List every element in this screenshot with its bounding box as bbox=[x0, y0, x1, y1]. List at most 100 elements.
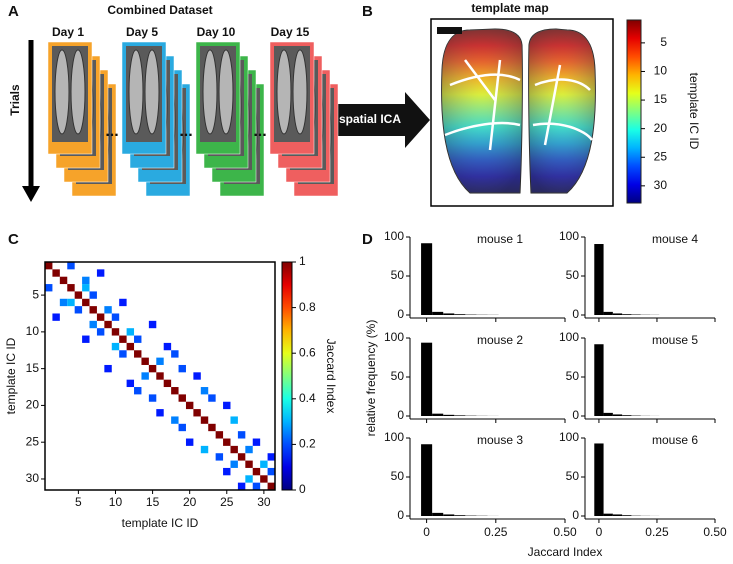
brain-shade bbox=[528, 29, 596, 193]
x-tick-label: 30 bbox=[257, 495, 271, 509]
heatmap-cell bbox=[178, 394, 186, 402]
y-tick-label: 100 bbox=[384, 430, 404, 444]
heatmap-cell bbox=[237, 482, 246, 490]
trial-brain bbox=[276, 49, 292, 135]
d-x-label: Jaccard Index bbox=[528, 545, 603, 559]
hist-bar bbox=[612, 313, 623, 315]
heatmap-cell bbox=[200, 416, 209, 424]
heatmap-cell bbox=[82, 276, 90, 285]
heatmap-cell bbox=[67, 284, 75, 292]
y-tick-label: 50 bbox=[391, 369, 405, 383]
colorbar-tick-label: 10 bbox=[654, 64, 668, 78]
x-tick-label: 0 bbox=[596, 525, 603, 539]
hist-bar bbox=[432, 512, 444, 516]
heatmap-cell bbox=[171, 350, 179, 358]
colorbar-tick-label: 1 bbox=[299, 254, 306, 268]
panel-label: D bbox=[362, 231, 373, 248]
heatmap-cell bbox=[185, 438, 194, 446]
ellipsis: ... bbox=[253, 123, 266, 140]
hist-bar bbox=[612, 414, 623, 416]
d-y-label: relative frequency (%) bbox=[364, 320, 378, 437]
colorbar-tick-label: 20 bbox=[654, 121, 668, 135]
heatmap-cell bbox=[267, 467, 275, 476]
hist-bar bbox=[421, 444, 433, 516]
heatmap-cell bbox=[171, 387, 179, 395]
trial-brain bbox=[218, 49, 234, 135]
x-tick-label: 0.50 bbox=[703, 525, 727, 539]
hist-bar bbox=[603, 412, 613, 416]
heatmap-cell bbox=[200, 445, 209, 454]
y-tick-label: 5 bbox=[32, 287, 39, 301]
y-tick-label: 50 bbox=[566, 469, 580, 483]
heatmap-cell bbox=[111, 342, 120, 351]
heatmap-cell bbox=[208, 423, 216, 432]
heatmap-cell bbox=[260, 460, 268, 468]
hist-title: mouse 4 bbox=[652, 232, 698, 246]
heatmap-cell bbox=[111, 313, 120, 321]
heatmap-cell bbox=[134, 335, 142, 343]
heatmap-cell bbox=[267, 482, 275, 490]
hist-bar bbox=[594, 344, 604, 416]
day-label: Day 10 bbox=[197, 25, 236, 39]
hist-bar bbox=[594, 443, 604, 516]
heatmap-cell bbox=[163, 342, 172, 351]
heatmap-cell bbox=[74, 306, 83, 314]
hist-title: mouse 6 bbox=[652, 433, 698, 447]
y-tick-label: 15 bbox=[26, 361, 40, 375]
heatmap-cell bbox=[267, 453, 275, 461]
heatmap-cell bbox=[82, 335, 90, 343]
x-tick-label: 0.25 bbox=[645, 525, 669, 539]
trial-brain bbox=[70, 49, 86, 135]
colorbar-tick-label: 0.8 bbox=[299, 300, 316, 314]
hist-title: mouse 5 bbox=[652, 333, 698, 347]
heatmap-cell bbox=[230, 460, 238, 468]
y-tick-label: 100 bbox=[384, 229, 404, 243]
x-tick-label: 15 bbox=[146, 495, 160, 509]
hist-bar bbox=[454, 314, 466, 315]
heatmap-frame bbox=[44, 261, 276, 491]
heatmap-cell bbox=[52, 313, 60, 321]
x-tick-label: 0.25 bbox=[484, 525, 508, 539]
heatmap-cell bbox=[245, 445, 253, 454]
y-tick-label: 50 bbox=[391, 268, 405, 282]
panel-label: A bbox=[8, 3, 19, 20]
colorbar-tick-label: 0 bbox=[299, 482, 306, 496]
hist-bar bbox=[432, 413, 444, 416]
heatmap-cell bbox=[156, 409, 164, 417]
heatmap-cell bbox=[67, 262, 75, 270]
y-tick-label: 0 bbox=[572, 307, 579, 321]
heatmap-cell bbox=[96, 328, 105, 336]
colorbar-tick-label: 0.2 bbox=[299, 437, 316, 451]
colorbar-tick-label: 5 bbox=[660, 35, 667, 49]
x-tick-label: 25 bbox=[220, 495, 234, 509]
colorbar bbox=[281, 261, 293, 491]
heatmap-cell bbox=[193, 409, 201, 417]
heatmap-cell bbox=[252, 482, 261, 490]
heatmap-cell bbox=[223, 401, 231, 410]
heatmap-cell bbox=[223, 467, 231, 476]
y-tick-label: 20 bbox=[26, 398, 40, 412]
colorbar-tick-label: 15 bbox=[654, 92, 668, 106]
scale-bar bbox=[437, 27, 462, 34]
heatmap-cell bbox=[252, 467, 261, 476]
y-tick-label: 0 bbox=[572, 508, 579, 522]
panel-a-title: Combined Dataset bbox=[107, 3, 212, 17]
y-tick-label: 0 bbox=[397, 307, 404, 321]
heatmap-cell bbox=[185, 401, 194, 410]
panel-label: B bbox=[362, 3, 373, 20]
heatmap-cell bbox=[104, 364, 112, 373]
y-tick-label: 50 bbox=[566, 268, 580, 282]
heatmap-cell bbox=[67, 298, 75, 307]
heatmap-cell bbox=[230, 416, 238, 424]
y-tick-label: 100 bbox=[559, 430, 579, 444]
heatmap-cell bbox=[230, 445, 238, 454]
ica-label: spatial ICA bbox=[339, 112, 401, 126]
heatmap-cell bbox=[208, 394, 216, 402]
heatmap-cell bbox=[89, 291, 97, 299]
heatmap-cell bbox=[237, 431, 246, 439]
x-tick-label: 0 bbox=[423, 525, 430, 539]
x-tick-label: 20 bbox=[183, 495, 197, 509]
hist-title: mouse 1 bbox=[477, 232, 523, 246]
heatmap-cell bbox=[200, 387, 209, 395]
